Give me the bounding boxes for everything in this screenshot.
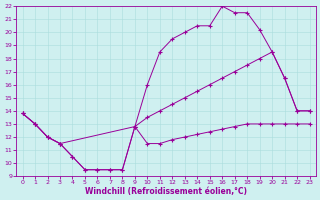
- X-axis label: Windchill (Refroidissement éolien,°C): Windchill (Refroidissement éolien,°C): [85, 187, 247, 196]
